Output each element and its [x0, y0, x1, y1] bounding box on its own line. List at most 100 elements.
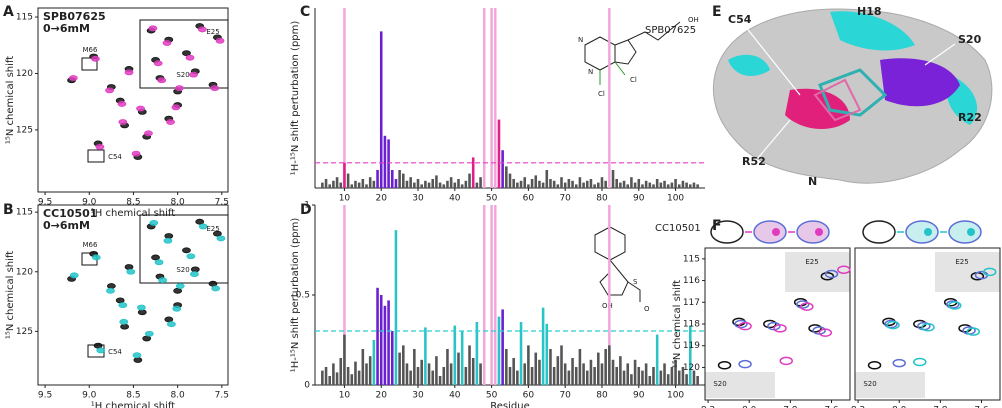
bar: [538, 359, 541, 385]
peak: [886, 320, 900, 330]
bar: [442, 367, 446, 385]
peak-label: M66: [83, 241, 98, 249]
x-tick-label: 70: [559, 391, 571, 401]
panel-label: A: [3, 4, 14, 20]
y-tick-label: 0: [304, 381, 310, 391]
peak: [136, 304, 146, 311]
x-tick-label: 9.5: [38, 391, 52, 401]
x-tick-label: 100: [667, 194, 684, 204]
bar: [674, 179, 677, 188]
bar: [652, 367, 655, 385]
bar: [633, 182, 637, 188]
x-tick-label: 90: [633, 194, 645, 204]
bar: [556, 356, 560, 385]
x-tick-label: 30: [412, 194, 424, 204]
bar: [630, 374, 633, 385]
x-tick-label: 8.2: [851, 406, 865, 408]
bar: [519, 180, 523, 188]
peak: [93, 342, 103, 349]
peak: [738, 359, 752, 369]
bar: [670, 182, 674, 188]
bar: [622, 370, 626, 385]
bar: [600, 363, 604, 385]
annotation-box: [87, 149, 105, 163]
bar: [435, 175, 438, 188]
peak: [164, 233, 174, 239]
peak: [216, 235, 226, 242]
peak: [173, 287, 183, 294]
peak: [717, 361, 732, 370]
bar: [405, 363, 409, 385]
bar: [530, 367, 534, 385]
bar: [324, 367, 328, 385]
bar: [339, 182, 343, 188]
y-tick-label: 115: [16, 208, 33, 218]
bar: [556, 184, 560, 188]
bar: [372, 340, 376, 385]
x-tick-label: 10: [339, 194, 351, 204]
pointer-line: [744, 25, 801, 96]
bar: [681, 180, 685, 188]
compound-name: SPB07625: [645, 25, 696, 36]
bar: [527, 184, 530, 188]
peak: [164, 316, 174, 323]
bar: [696, 376, 699, 385]
y-tick-label: 0.5: [296, 291, 310, 301]
peak: [91, 254, 101, 261]
bar: [335, 177, 339, 188]
y-axis-label: ¹H-¹⁵N shift perturbation (ppm): [290, 21, 301, 176]
bar: [600, 177, 604, 188]
bar: [475, 322, 479, 385]
bar: [545, 170, 549, 188]
bar: [368, 356, 372, 385]
x-tick-label: 40: [449, 194, 461, 204]
bar: [619, 182, 622, 188]
peak: [198, 223, 208, 230]
peak-label: E25: [206, 28, 219, 36]
plot-frame: [37, 7, 229, 193]
peak: [119, 318, 129, 325]
bar: [505, 349, 508, 385]
peak: [982, 267, 997, 277]
peak-label: C54: [108, 348, 122, 356]
panel-label: B: [3, 202, 14, 218]
bar: [416, 367, 420, 385]
peak: [867, 361, 882, 370]
y-tick-label: 116: [683, 276, 700, 286]
bar: [582, 182, 585, 188]
bar: [630, 177, 633, 188]
bar: [427, 363, 431, 385]
x-tick-label: 7.5: [215, 198, 229, 208]
peak: [118, 302, 128, 309]
bar: [604, 349, 607, 385]
bar: [552, 367, 556, 385]
x-tick-label: 7.5: [215, 391, 229, 401]
bar: [365, 184, 368, 188]
bar: [449, 177, 453, 188]
y-axis-label: ¹H-¹⁵N shift perturbation (ppm): [290, 218, 301, 373]
peak: [153, 60, 163, 67]
atom-label: OH: [602, 302, 613, 310]
peak: [921, 323, 935, 332]
bar: [637, 367, 641, 385]
x-tick-label: 8.0: [170, 198, 185, 208]
bar: [611, 359, 615, 385]
peak: [190, 266, 200, 273]
bar: [666, 184, 670, 188]
bar: [512, 358, 515, 385]
peak: [133, 357, 143, 363]
bar: [324, 179, 328, 188]
peak: [195, 218, 205, 225]
bar: [453, 325, 457, 385]
bar: [409, 370, 412, 385]
bar: [648, 376, 652, 385]
bar: [343, 162, 346, 188]
bar: [508, 367, 512, 385]
peak: [162, 40, 172, 46]
residue-label: R52: [742, 155, 766, 168]
bar: [578, 177, 582, 188]
bar: [449, 363, 453, 385]
bar: [416, 179, 420, 188]
residue-label: R22: [958, 111, 982, 124]
peak: [185, 54, 195, 61]
